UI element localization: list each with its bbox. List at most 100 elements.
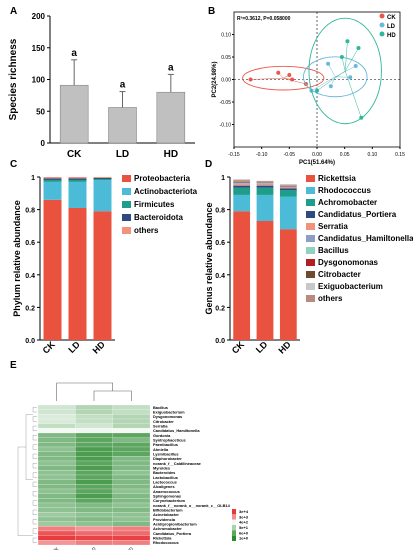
legend-label: others <box>318 294 343 303</box>
heatmap-row-label: Anaerococcus <box>153 489 180 494</box>
stack-segment-ck <box>43 199 62 340</box>
stack-segment-hd <box>279 186 297 188</box>
y-tick-label: 0.00 <box>221 78 231 84</box>
legend-swatch <box>122 227 131 234</box>
heatmap-cell <box>75 507 113 513</box>
heatmap-cell <box>112 409 151 415</box>
x-tick-label-hd: HD <box>164 149 178 160</box>
heatmap-row-label: Bacillus <box>153 405 168 410</box>
row-dendrogram <box>32 491 37 497</box>
heatmap-cell <box>75 465 113 471</box>
bar-hd <box>156 91 186 144</box>
y-tick-label: 0.2 <box>215 305 225 312</box>
spider-line-ld <box>327 63 336 77</box>
stack-segment-ld <box>256 187 274 195</box>
ellipse-ck <box>242 65 325 91</box>
heatmap-cell <box>37 470 76 476</box>
row-dendrogram <box>32 444 37 450</box>
spider-line-hd <box>344 41 348 71</box>
heatmap-row-label: Sphingomonas <box>153 494 181 499</box>
panel-label-e: E <box>10 360 17 371</box>
spider-line-ck <box>283 77 306 85</box>
heatmap-cell <box>75 498 113 504</box>
color-legend-label: 3e+3 <box>239 514 249 519</box>
heatmap-cell <box>75 526 113 532</box>
legend-swatch <box>306 247 315 254</box>
heatmap-cell <box>112 502 151 508</box>
heatmap-cell <box>112 530 151 536</box>
heatmap-cell <box>75 521 113 527</box>
heatmap-cell <box>37 540 76 546</box>
spider-line-hd <box>345 47 359 72</box>
x-tick-label-ld: LD <box>66 339 82 355</box>
heatmap-cell <box>112 488 151 494</box>
heatmap-row-label: Corynebacterium <box>153 498 186 503</box>
heatmap-cell <box>75 484 113 490</box>
legend-swatch <box>306 235 315 242</box>
heatmap-cell <box>37 474 76 480</box>
row-dendrogram <box>32 453 37 459</box>
legend-label: Serratia <box>318 222 348 231</box>
heatmap-row-label: Lactococcus <box>153 480 177 485</box>
heatmap-cell <box>37 423 76 429</box>
heatmap-cell <box>37 428 76 434</box>
heatmap-cell <box>37 446 76 452</box>
y-axis-label: PC2(24.98%) <box>212 61 218 97</box>
column-dendrogram <box>93 390 132 401</box>
ellipse-hd <box>308 17 382 125</box>
row-dendrogram <box>32 472 37 478</box>
point-hd <box>359 115 364 120</box>
heatmap-cell <box>112 404 151 410</box>
color-legend-label: 3e+4 <box>239 509 249 514</box>
x-axis-label: PC1(51.64%) <box>299 160 335 166</box>
stack-segment-hd <box>279 190 297 197</box>
heatmap-cell <box>75 516 113 522</box>
x-tick-label: -0.05 <box>284 152 296 158</box>
y-axis-label: Species richness <box>8 38 19 120</box>
stack-segment-ld <box>256 180 274 182</box>
row-dendrogram <box>32 407 37 413</box>
color-legend-label: 5e+1 <box>239 525 249 530</box>
heatmap-cell <box>75 535 113 541</box>
stack-segment-ld <box>256 183 274 184</box>
heatmap-row-label: Bifidobacterium <box>153 508 183 513</box>
stack-segment-ck <box>43 179 62 182</box>
point-hd <box>339 55 344 59</box>
stack-segment-ck <box>233 179 251 181</box>
legend-label-ck: CK <box>387 15 396 21</box>
heatmap-column-label: CK <box>51 546 59 550</box>
x-tick-label-hd: HD <box>91 339 108 356</box>
heatmap-cell <box>37 437 76 443</box>
heatmap-row-label: Exiguobacterium <box>153 410 185 415</box>
legend-label: Bacillus <box>318 246 349 255</box>
y-tick-label: 0.6 <box>215 240 225 247</box>
point-ld <box>353 64 358 68</box>
stack-segment-ck <box>233 184 251 186</box>
legend-swatch <box>306 187 315 194</box>
heatmap-cell <box>75 409 113 415</box>
y-tick-label: 100 <box>32 76 46 85</box>
y-tick-label: 0.8 <box>215 208 225 215</box>
heatmap-cell <box>112 535 151 541</box>
y-tick-label: 50 <box>36 107 45 116</box>
significance-letter-ld: a <box>120 80 126 91</box>
heatmap-cell <box>112 414 151 420</box>
stack-segment-ld <box>256 183 274 185</box>
heatmap-row-label: Citrobacter <box>153 419 174 424</box>
point-hd <box>315 88 319 93</box>
color-legend-swatch <box>232 535 236 541</box>
heatmap-row-label: Diaphorobacter <box>153 456 182 461</box>
heatmap-cell <box>37 512 76 518</box>
legend-swatch <box>122 214 131 221</box>
color-legend-swatch <box>232 519 236 525</box>
heatmap-cell <box>37 456 76 462</box>
stack-segment-ld <box>256 194 274 222</box>
stack-segment-ck <box>233 181 251 183</box>
stack-segment-hd <box>279 184 297 186</box>
point-ck <box>248 77 253 82</box>
stack-segment-ck <box>233 194 251 212</box>
legend-label-ld: LD <box>387 24 396 30</box>
x-tick-label-ld: LD <box>254 339 270 355</box>
stack-segment-ck <box>233 183 251 185</box>
heatmap-cell <box>37 479 76 485</box>
